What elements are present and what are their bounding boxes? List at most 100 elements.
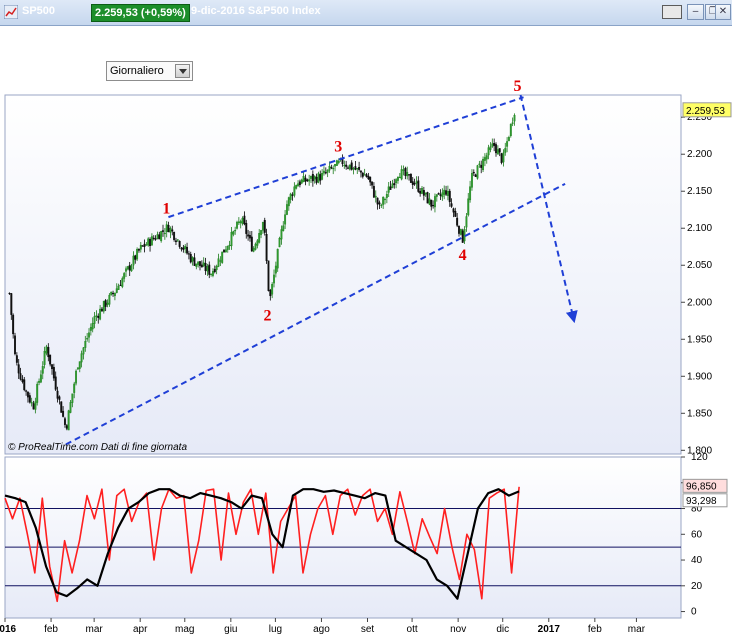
candle-body bbox=[458, 225, 460, 234]
osc-value-label: 96,850 bbox=[686, 481, 717, 492]
candle-body bbox=[200, 264, 203, 268]
candle-body bbox=[315, 176, 318, 183]
candle-body bbox=[27, 391, 29, 398]
candle-body bbox=[382, 196, 385, 205]
candle-body bbox=[123, 273, 126, 279]
candle-body bbox=[47, 347, 50, 358]
candle-body bbox=[97, 315, 100, 318]
candle-body bbox=[49, 354, 52, 365]
candle-body bbox=[8, 292, 11, 295]
candle-body bbox=[445, 190, 448, 195]
candle-body bbox=[435, 194, 438, 197]
channel-upper bbox=[168, 96, 524, 219]
date-and-name-label: 9-dic-2016 S&P500 Index bbox=[191, 5, 321, 17]
candle-body bbox=[213, 269, 216, 273]
candle-body bbox=[60, 401, 63, 413]
price-y-tick-label: 2.050 bbox=[687, 260, 712, 271]
candle-body bbox=[302, 176, 305, 182]
candle-body bbox=[64, 418, 66, 425]
candle-body bbox=[397, 176, 399, 181]
candle-body bbox=[108, 294, 111, 305]
x-tick-label: ott bbox=[407, 624, 418, 635]
candle-body bbox=[112, 292, 115, 295]
candle-body bbox=[204, 263, 207, 271]
candle-body bbox=[102, 300, 105, 312]
candle-body bbox=[197, 261, 200, 265]
candle-body bbox=[258, 232, 261, 243]
candle-body bbox=[160, 231, 163, 242]
candle-body bbox=[367, 175, 370, 180]
candle-body bbox=[189, 254, 192, 263]
candle-body bbox=[506, 141, 509, 147]
candle-body bbox=[496, 149, 499, 155]
chevron-down-icon[interactable] bbox=[175, 64, 190, 78]
candle-body bbox=[230, 232, 233, 247]
chart-icon[interactable] bbox=[4, 5, 18, 19]
candle-body bbox=[321, 172, 324, 180]
candle-body bbox=[276, 248, 279, 269]
keyboard-icon[interactable] bbox=[662, 5, 682, 19]
candle-body bbox=[91, 322, 94, 330]
candle-body bbox=[25, 390, 28, 392]
candle-body bbox=[487, 147, 490, 156]
close-button[interactable]: ✕ bbox=[715, 4, 731, 20]
candle-body bbox=[282, 225, 285, 231]
x-tick-label: 2017 bbox=[538, 624, 561, 635]
candle-body bbox=[69, 402, 72, 413]
candle-body bbox=[404, 168, 407, 176]
osc-y-tick-label: 120 bbox=[691, 452, 708, 463]
candle-body bbox=[115, 288, 118, 293]
candle-body bbox=[182, 247, 185, 250]
price-y-tick-label: 2.250 bbox=[687, 112, 712, 123]
candle-body bbox=[169, 228, 172, 233]
candle-body bbox=[491, 143, 494, 147]
candle-body bbox=[80, 353, 83, 363]
last-price-tag bbox=[682, 102, 732, 118]
osc-y-tick-label: 40 bbox=[691, 555, 703, 566]
timeframe-select[interactable]: Giornaliero bbox=[106, 61, 193, 81]
price-y-tick-label: 1.800 bbox=[687, 445, 712, 456]
candle-body bbox=[286, 204, 288, 215]
candle-body bbox=[21, 378, 24, 382]
candle-body bbox=[456, 217, 459, 226]
candle-body bbox=[249, 235, 251, 239]
channel-lower bbox=[65, 182, 566, 446]
candle-body bbox=[187, 253, 190, 255]
candle-body bbox=[334, 164, 337, 167]
candle-body bbox=[361, 172, 364, 177]
minimize-button[interactable]: – bbox=[687, 4, 704, 20]
price-y-tick-label: 2.100 bbox=[687, 223, 712, 234]
candle-body bbox=[450, 203, 453, 207]
candle-body bbox=[328, 166, 331, 171]
x-tick-label: apr bbox=[133, 624, 148, 635]
last-price-label: 2.259,53 bbox=[686, 106, 725, 117]
candle-body bbox=[232, 231, 235, 235]
candle-body bbox=[330, 167, 333, 169]
candle-body bbox=[306, 179, 309, 182]
candle-body bbox=[387, 186, 390, 193]
candle-body bbox=[119, 284, 122, 286]
price-y-tick-label: 2.000 bbox=[687, 297, 712, 308]
candle-body bbox=[369, 176, 372, 183]
oscillator-panel bbox=[4, 456, 682, 619]
x-tick-label: ago bbox=[313, 624, 330, 635]
candle-body bbox=[263, 220, 266, 233]
candle-body bbox=[19, 373, 22, 380]
candle-body bbox=[483, 157, 486, 161]
candle-body bbox=[143, 243, 146, 247]
candle-body bbox=[167, 225, 170, 233]
symbol-label: SP500 bbox=[22, 5, 56, 17]
candle-body bbox=[10, 293, 13, 315]
candle-body bbox=[113, 292, 116, 297]
candle-body bbox=[175, 240, 177, 243]
candle-body bbox=[28, 395, 31, 403]
candle-body bbox=[125, 268, 127, 272]
candle-body bbox=[95, 315, 98, 317]
candle-body bbox=[452, 208, 455, 213]
candle-body bbox=[117, 285, 120, 290]
candle-body bbox=[145, 244, 148, 246]
candle-body bbox=[165, 224, 168, 233]
x-tick-label: 2016 bbox=[0, 624, 17, 635]
candle-body bbox=[163, 232, 166, 235]
